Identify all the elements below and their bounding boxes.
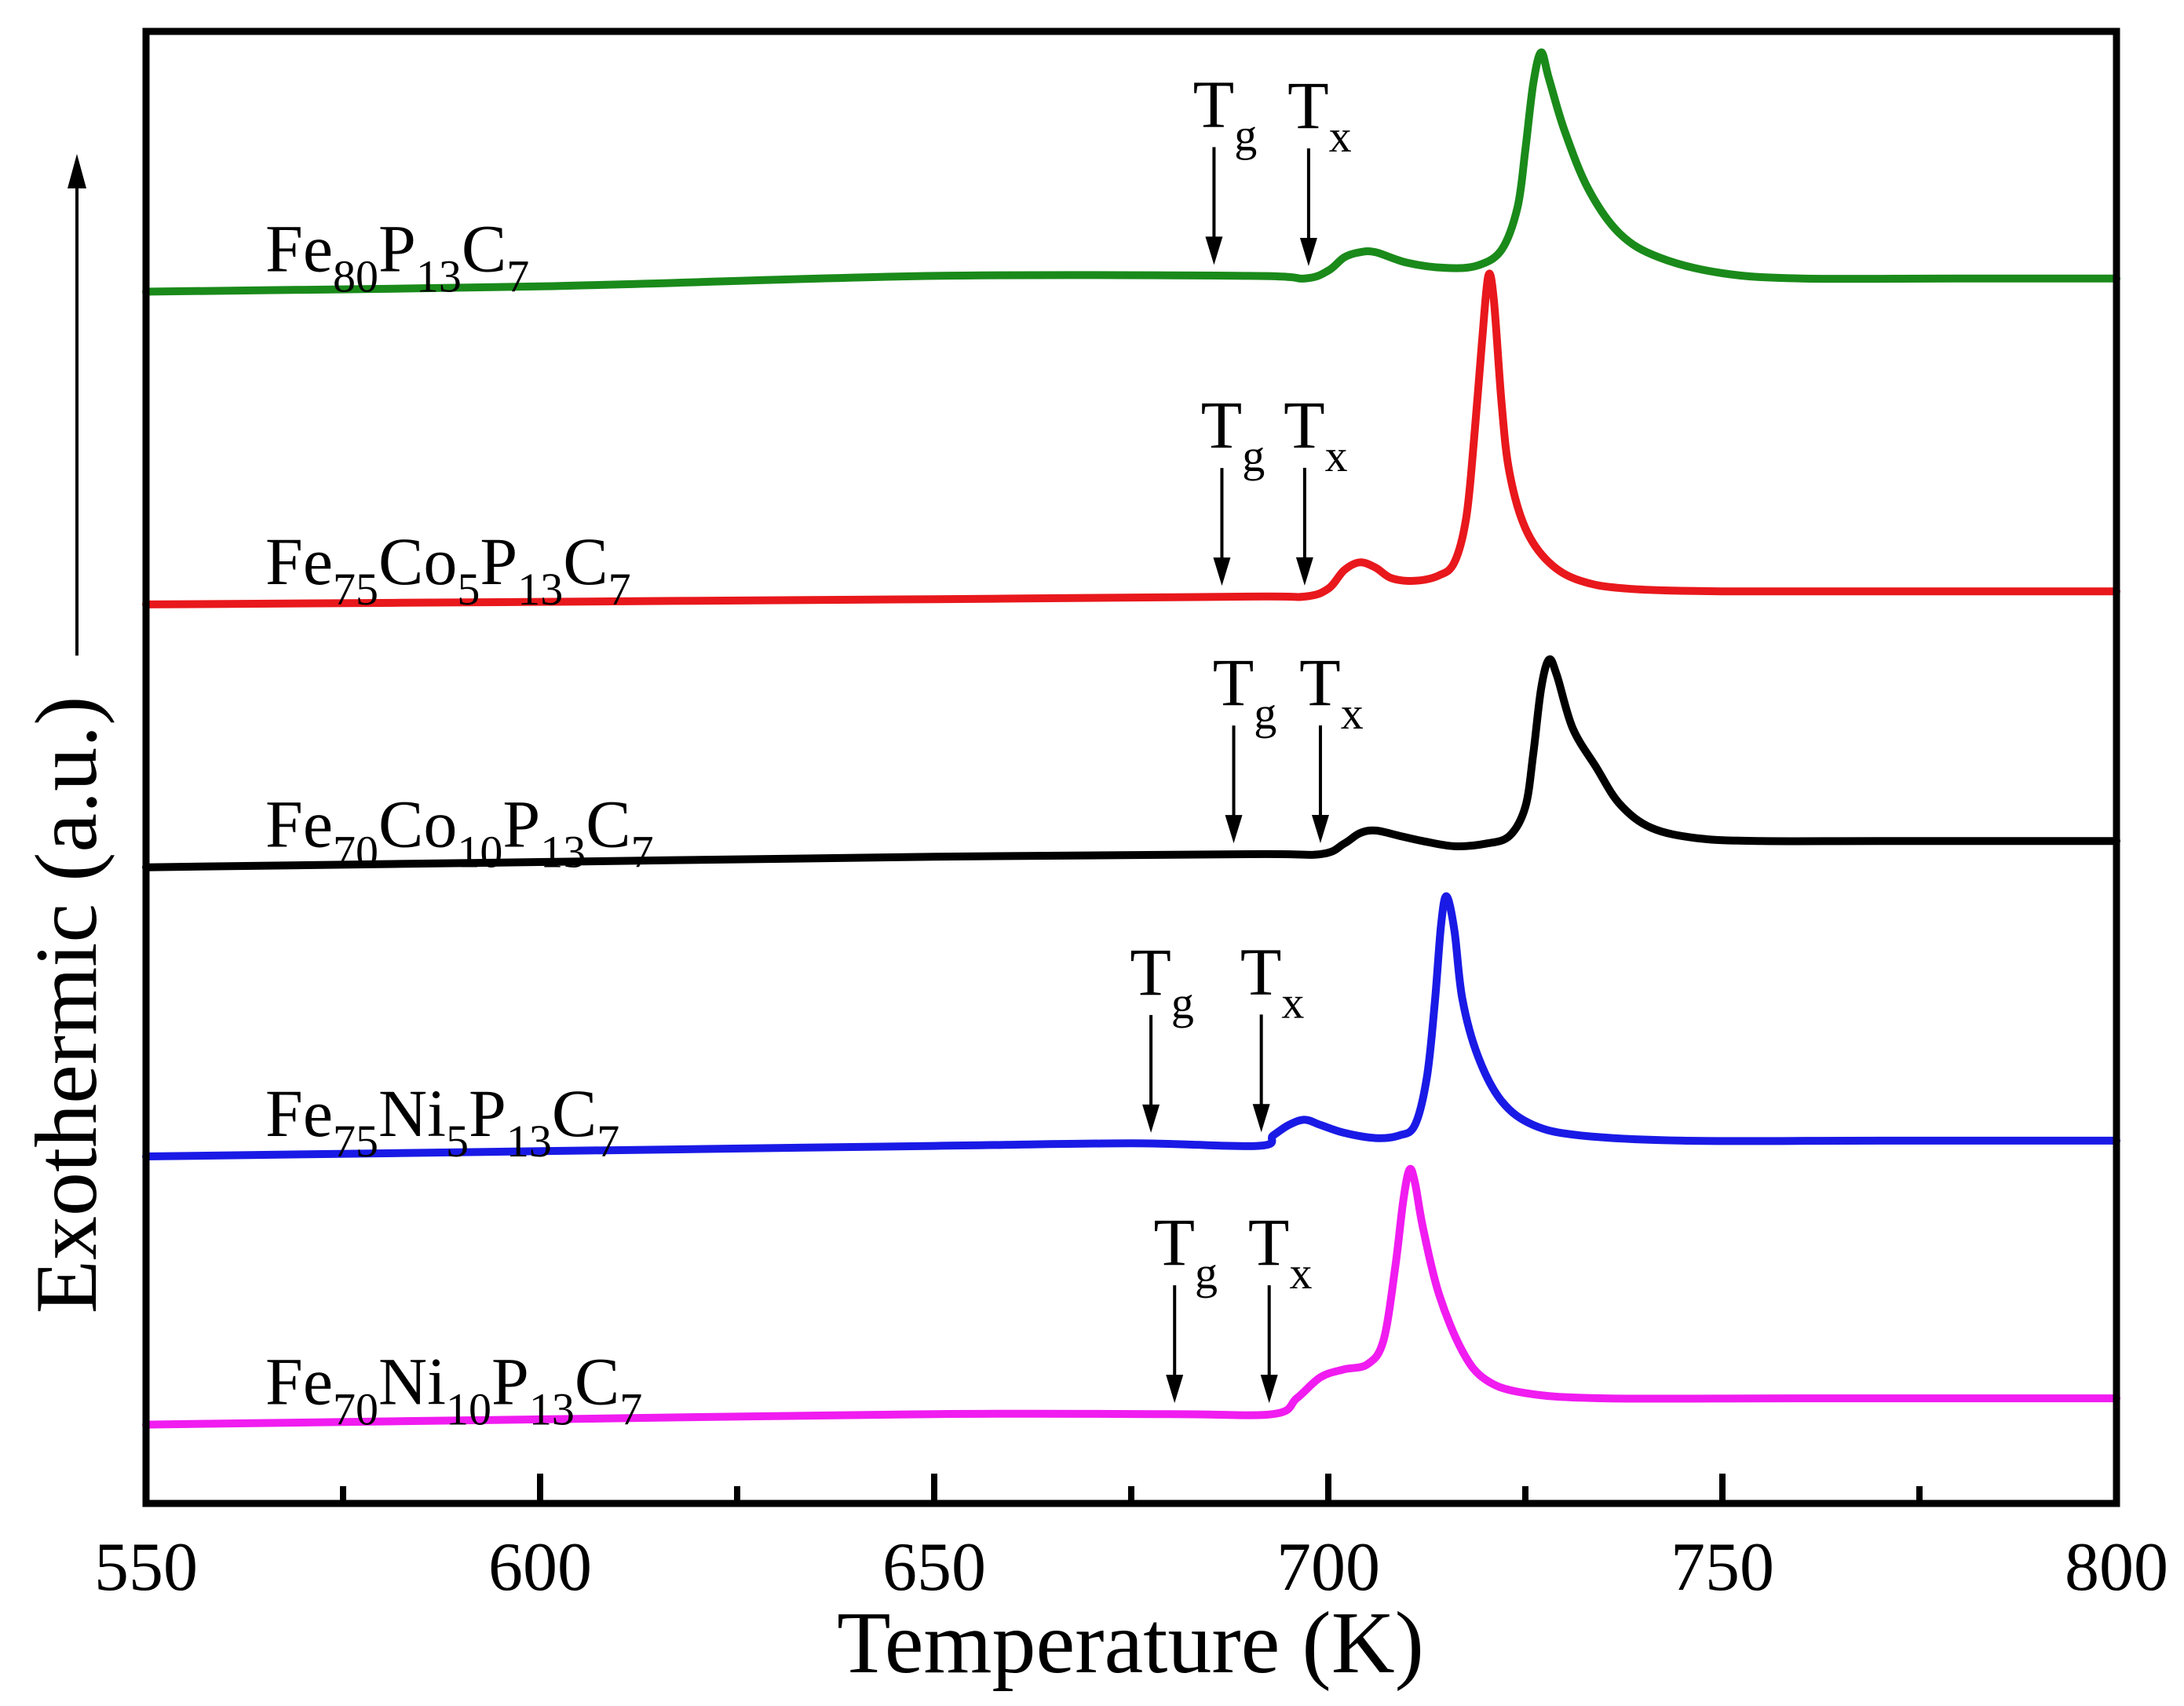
tg-Fe75Co5P13C7-label: Tg xyxy=(1201,387,1265,481)
series-line-Fe75Co5P13C7 xyxy=(142,269,2120,608)
series-line-Fe70Ni10P13C7 xyxy=(142,1164,2120,1429)
series-line-Fe75Ni5P13C7 xyxy=(142,892,2120,1160)
tg-Fe75Ni5P13C7-arrowhead xyxy=(1142,1104,1160,1133)
tg-Fe75Co5P13C7-arrowhead xyxy=(1213,557,1231,586)
tx-Fe70Co10P13C7-arrowhead xyxy=(1311,814,1329,843)
series-line-Fe70Co10P13C7 xyxy=(142,655,2120,871)
x-tick-label: 750 xyxy=(1671,1529,1774,1606)
tg-Fe75Ni5P13C7-label: Tg xyxy=(1130,934,1194,1028)
plot-area xyxy=(142,48,2120,1429)
x-tick-label: 800 xyxy=(2065,1529,2168,1606)
tg-Fe70Ni10P13C7-label: Tg xyxy=(1153,1204,1218,1299)
tx-Fe70Co10P13C7-label: Tx xyxy=(1299,645,1364,739)
series-label-Fe75Ni5P13C7: Fe75Ni5P13C7 xyxy=(265,1076,619,1167)
x-tick-label: 700 xyxy=(1276,1529,1380,1606)
tx-Fe75Co5P13C7-label: Tx xyxy=(1284,387,1348,481)
series-label-Fe75Co5P13C7: Fe75Co5P13C7 xyxy=(265,524,631,615)
tx-Fe70Ni10P13C7-arrowhead xyxy=(1260,1375,1278,1404)
series-labels: Fe80P13C7 Fe75Co5P13C7 Fe70Co10P13C7 Fe75Ni… xyxy=(265,210,654,1434)
series-label-Fe70Ni10P13C7: Fe70Ni10P13C7 xyxy=(265,1344,642,1435)
tg-Fe80P13C7-arrowhead xyxy=(1205,236,1223,265)
tx-Fe75Ni5P13C7-arrowhead xyxy=(1252,1104,1270,1133)
tg-Fe80P13C7-label: Tg xyxy=(1193,66,1258,160)
tx-Fe80P13C7-label: Tx xyxy=(1287,68,1352,162)
x-tick-label: 600 xyxy=(488,1529,592,1606)
series-label-Fe80P13C7: Fe80P13C7 xyxy=(265,210,529,301)
series-line-Fe80P13C7 xyxy=(142,48,2120,296)
x-axis: 550 600 650 700 750 800 xyxy=(94,1474,2168,1606)
tx-Fe70Ni10P13C7-label: Tx xyxy=(1248,1204,1313,1299)
x-tick-label: 650 xyxy=(882,1529,986,1606)
tg-Fe70Co10P13C7-label: Tg xyxy=(1213,645,1277,739)
x-axis-title: Temperature (K) xyxy=(837,1595,1424,1692)
tg-Fe70Ni10P13C7-arrowhead xyxy=(1166,1375,1184,1404)
series-label-Fe70Co10P13C7: Fe70Co10P13C7 xyxy=(265,787,654,878)
tx-Fe75Ni5P13C7-label: Tx xyxy=(1240,933,1305,1028)
exothermic-arrow-head xyxy=(68,154,86,188)
y-axis-title: Exothermic (a.u.) xyxy=(18,696,115,1314)
tx-Fe80P13C7-arrowhead xyxy=(1299,238,1317,267)
x-tick-label: 550 xyxy=(94,1529,198,1606)
tx-Fe75Co5P13C7-arrowhead xyxy=(1295,557,1313,586)
tg-Fe70Co10P13C7-arrowhead xyxy=(1225,815,1243,844)
